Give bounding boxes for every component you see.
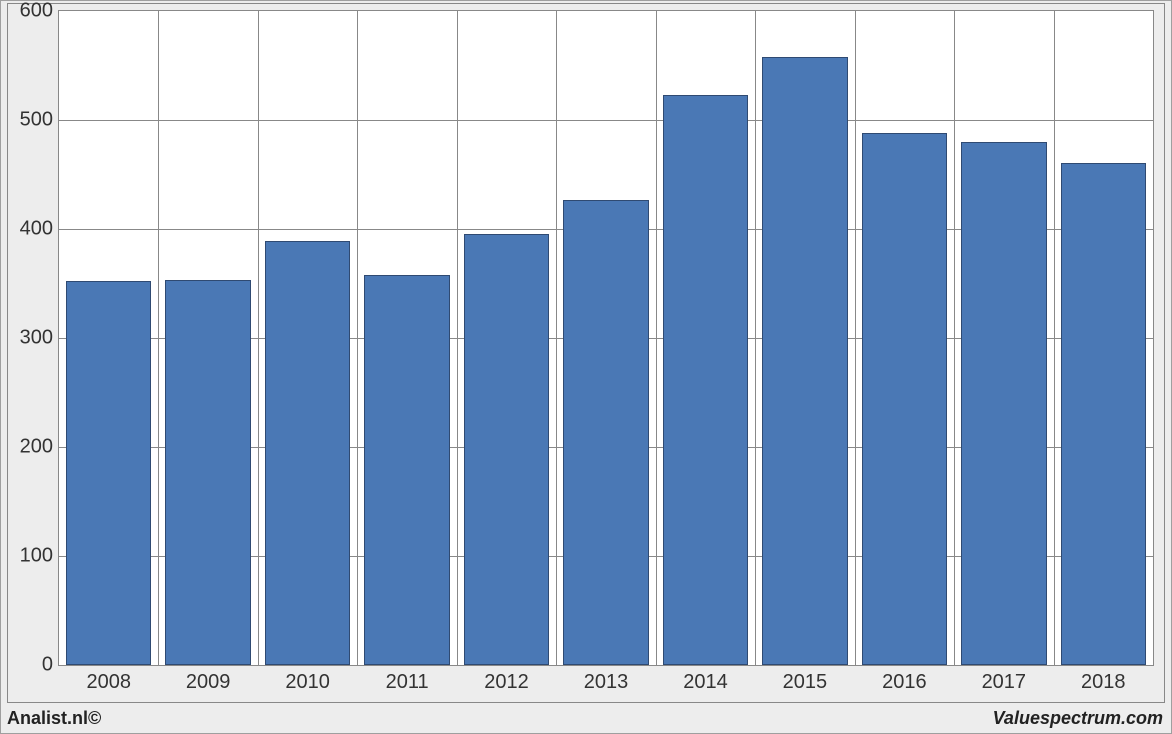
gridline-v — [855, 11, 856, 665]
gridline-v — [755, 11, 756, 665]
bar — [862, 133, 948, 665]
gridline-v — [457, 11, 458, 665]
bar — [464, 234, 550, 665]
gridline-v — [656, 11, 657, 665]
x-tick-label: 2012 — [484, 665, 529, 694]
bar — [1061, 163, 1147, 665]
bar — [265, 241, 351, 665]
x-tick-label: 2011 — [386, 665, 429, 694]
y-tick-label: 600 — [20, 0, 59, 23]
x-tick-label: 2010 — [285, 665, 330, 694]
chart-container: 0 100 200 300 400 500 600 2008 2009 2010 2011 2012 2… — [0, 0, 1172, 734]
x-tick-label: 2013 — [584, 665, 629, 694]
x-tick-label: 2014 — [683, 665, 728, 694]
y-tick-label: 300 — [20, 327, 59, 350]
gridline-h — [59, 120, 1153, 121]
gridline-v — [258, 11, 259, 665]
gridline-v — [357, 11, 358, 665]
plot-area: 0100200300400500600200820092010201120122… — [58, 10, 1154, 666]
bar — [961, 142, 1047, 665]
chart-frame: 0 100 200 300 400 500 600 2008 2009 2010 2011 2012 2… — [7, 3, 1165, 703]
gridline-v — [556, 11, 557, 665]
y-tick-label: 200 — [20, 436, 59, 459]
bar — [762, 57, 848, 665]
y-tick-label: 500 — [20, 109, 59, 132]
gridline-v — [1054, 11, 1055, 665]
gridline-v — [954, 11, 955, 665]
y-tick-label: 0 — [42, 654, 59, 677]
x-tick-label: 2008 — [86, 665, 131, 694]
y-tick-label: 400 — [20, 218, 59, 241]
gridline-v — [158, 11, 159, 665]
footer-left-label: Analist.nl© — [7, 708, 101, 729]
x-tick-label: 2018 — [1081, 665, 1126, 694]
bar — [663, 95, 749, 665]
x-tick-label: 2016 — [882, 665, 927, 694]
x-tick-label: 2015 — [783, 665, 828, 694]
x-tick-label: 2017 — [982, 665, 1027, 694]
bar — [364, 275, 450, 665]
y-tick-label: 100 — [20, 545, 59, 568]
bar — [66, 281, 152, 665]
bar — [165, 280, 251, 665]
x-tick-label: 2009 — [186, 665, 231, 694]
bar — [563, 200, 649, 665]
footer-right-label: Valuespectrum.com — [993, 708, 1163, 729]
